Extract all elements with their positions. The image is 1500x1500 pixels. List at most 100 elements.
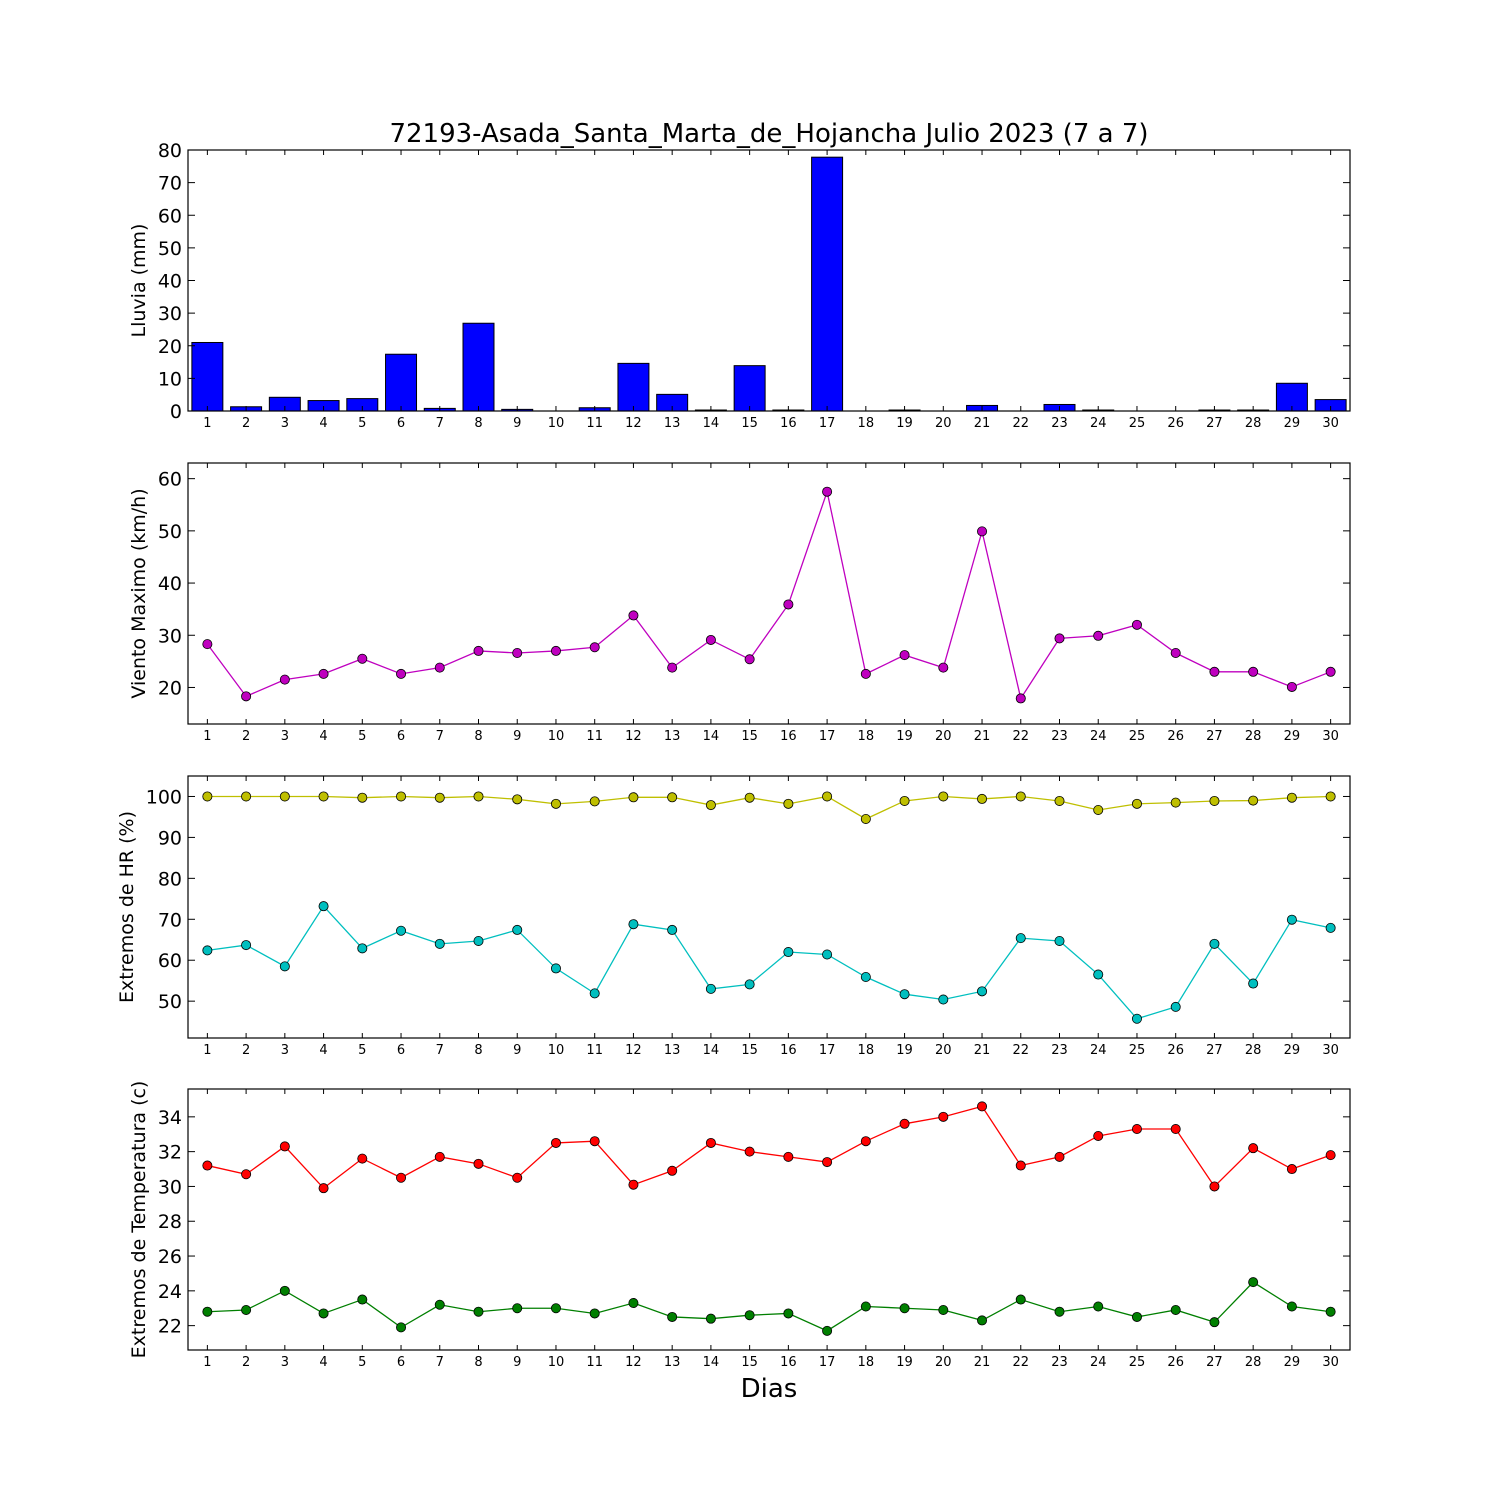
point-series-2-day-22 (1015, 933, 1026, 944)
y-tick-label: 100 (146, 786, 182, 808)
series-line-2 (207, 1281, 1331, 1332)
point-series-1-day-28 (1248, 666, 1259, 677)
x-tick-label: 12 (625, 416, 642, 431)
x-tick-label: 30 (1322, 1355, 1339, 1370)
y-tick-label: 40 (158, 573, 182, 595)
y-tick-label: 30 (158, 625, 182, 647)
point-series-1-day-19 (899, 650, 910, 661)
x-tick-label: 16 (780, 1043, 797, 1058)
point-series-1-day-18 (860, 813, 871, 824)
point-series-2-day-16 (783, 947, 794, 958)
x-tick-label: 25 (1129, 729, 1146, 744)
x-tick-label: 23 (1051, 729, 1068, 744)
point-series-1-day-16 (783, 798, 794, 809)
point-series-1-day-5 (357, 792, 368, 803)
point-series-1-day-30 (1325, 1150, 1336, 1161)
x-tick-label: 2 (242, 729, 250, 744)
point-series-1-day-29 (1286, 792, 1297, 803)
x-tick-label: 9 (513, 1043, 521, 1058)
point-series-2-day-5 (357, 1294, 368, 1305)
point-series-1-day-23 (1054, 1151, 1065, 1162)
x-tick-label: 16 (780, 416, 797, 431)
point-series-1-day-29 (1286, 1164, 1297, 1175)
point-series-2-day-12 (628, 919, 639, 930)
point-series-1-day-21 (977, 1101, 988, 1112)
x-tick-label: 21 (974, 416, 991, 431)
x-tick-label: 14 (703, 729, 720, 744)
x-tick-label: 21 (974, 1043, 991, 1058)
x-tick-label: 12 (625, 1355, 642, 1370)
bar-day-1 (191, 341, 224, 412)
x-tick-label: 17 (819, 1043, 836, 1058)
point-series-2-day-30 (1325, 922, 1336, 933)
point-series-1-day-30 (1325, 666, 1336, 677)
x-tick-label: 4 (319, 416, 327, 431)
point-series-1-day-4 (318, 1183, 329, 1194)
point-series-2-day-10 (550, 963, 561, 974)
x-axis-label: Dias (741, 1374, 798, 1404)
x-tick-label: 13 (664, 1355, 681, 1370)
x-tick-label: 16 (780, 1355, 797, 1370)
y-tick-label: 90 (158, 827, 182, 849)
x-tick-label: 26 (1167, 1355, 1184, 1370)
point-series-1-day-16 (783, 1151, 794, 1162)
point-series-1-day-20 (938, 791, 949, 802)
x-tick-label: 15 (741, 1043, 758, 1058)
y-axis-label: Lluvia (mm) (128, 224, 150, 338)
point-series-2-day-22 (1015, 1294, 1026, 1305)
point-series-2-day-18 (860, 1301, 871, 1312)
x-tick-label: 12 (625, 1043, 642, 1058)
point-series-1-day-13 (667, 662, 678, 673)
point-series-1-day-20 (938, 1111, 949, 1122)
x-tick-label: 7 (436, 416, 444, 431)
y-tick-label: 50 (158, 238, 182, 260)
point-series-2-day-26 (1170, 1304, 1181, 1315)
point-series-1-day-8 (473, 791, 484, 802)
point-series-1-day-25 (1131, 1124, 1142, 1135)
x-tick-label: 26 (1167, 416, 1184, 431)
point-series-1-day-26 (1170, 648, 1181, 659)
point-series-1-day-28 (1248, 1143, 1259, 1154)
point-series-2-day-24 (1093, 1301, 1104, 1312)
y-tick-label: 10 (158, 368, 182, 390)
point-series-1-day-9 (512, 1172, 523, 1183)
y-tick-label: 50 (158, 991, 182, 1013)
x-tick-label: 27 (1206, 416, 1223, 431)
x-tick-label: 26 (1167, 1043, 1184, 1058)
point-series-1-day-7 (434, 662, 445, 673)
bar-day-17 (811, 156, 844, 412)
point-series-2-day-14 (705, 983, 716, 994)
y-tick-label: 30 (158, 303, 182, 325)
y-tick-label: 22 (158, 1316, 182, 1338)
point-series-2-day-28 (1248, 978, 1259, 989)
x-tick-label: 20 (935, 1043, 952, 1058)
point-series-1-day-2 (241, 691, 252, 702)
point-series-2-day-4 (318, 1308, 329, 1319)
x-tick-label: 11 (586, 416, 603, 431)
series-line-1 (207, 795, 1331, 820)
point-series-1-day-26 (1170, 797, 1181, 808)
x-tick-label: 14 (703, 416, 720, 431)
x-tick-label: 3 (281, 729, 289, 744)
point-series-2-day-20 (938, 1304, 949, 1315)
point-series-2-day-29 (1286, 914, 1297, 925)
plot-frame (187, 462, 1351, 725)
x-tick-label: 23 (1051, 1355, 1068, 1370)
y-axis-label: Extremos de Temperatura (c) (128, 1081, 150, 1359)
point-series-2-day-3 (279, 961, 290, 972)
point-series-2-day-6 (396, 925, 407, 936)
point-series-1-day-24 (1093, 630, 1104, 641)
y-axis-label: Extremos de HR (%) (116, 811, 138, 1003)
point-series-1-day-5 (357, 653, 368, 664)
x-tick-label: 11 (586, 1355, 603, 1370)
series-line-2 (207, 905, 1331, 1020)
x-tick-label: 23 (1051, 1043, 1068, 1058)
point-series-1-day-17 (822, 791, 833, 802)
x-tick-label: 8 (474, 416, 482, 431)
point-series-1-day-20 (938, 662, 949, 673)
x-tick-label: 28 (1245, 416, 1262, 431)
y-tick-label: 80 (158, 140, 182, 162)
y-tick-label: 60 (158, 950, 182, 972)
